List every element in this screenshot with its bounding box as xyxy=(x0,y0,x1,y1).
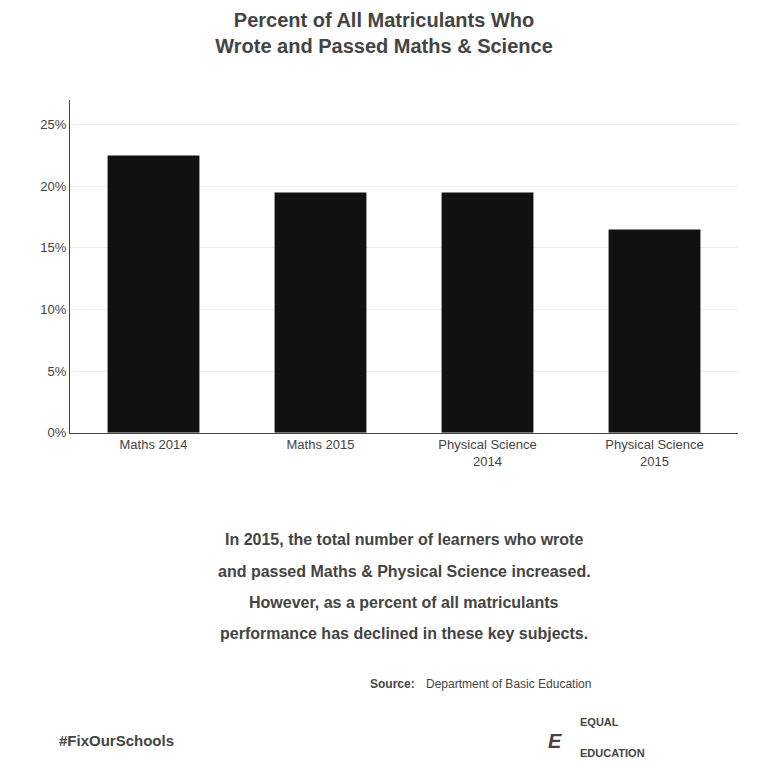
svg-text:performance has declined in th: performance has declined in these key su… xyxy=(220,625,588,642)
svg-text:Maths 2014: Maths 2014 xyxy=(120,437,188,452)
svg-text:#FixOurSchools: #FixOurSchools xyxy=(59,732,174,749)
svg-text:Source:: Source: xyxy=(370,677,415,691)
svg-text:However, as a percent of all m: However, as a percent of all matriculant… xyxy=(249,594,559,611)
svg-text:25%: 25% xyxy=(40,117,66,132)
svg-text:Physical Science2015: Physical Science2015 xyxy=(605,437,703,469)
svg-text:10%: 10% xyxy=(40,302,66,317)
svg-text:5%: 5% xyxy=(48,364,67,379)
svg-text:Department of Basic Education: Department of Basic Education xyxy=(426,677,591,691)
svg-text:15%: 15% xyxy=(40,240,66,255)
svg-text:Percent of All Matriculants Wh: Percent of All Matriculants WhoWrote and… xyxy=(215,9,553,57)
svg-text:and passed Maths & Physical Sc: and passed Maths & Physical Science incr… xyxy=(218,563,591,580)
svg-text:EDUCATION: EDUCATION xyxy=(580,747,645,759)
svg-text:E: E xyxy=(548,730,562,752)
svg-text:EQUAL: EQUAL xyxy=(580,716,619,728)
svg-text:Physical Science2014: Physical Science2014 xyxy=(438,437,536,469)
svg-text:Maths 2015: Maths 2015 xyxy=(287,437,355,452)
svg-text:In 2015, the total number of l: In 2015, the total number of learners wh… xyxy=(225,531,583,548)
svg-text:0%: 0% xyxy=(48,425,67,440)
svg-text:20%: 20% xyxy=(40,179,66,194)
